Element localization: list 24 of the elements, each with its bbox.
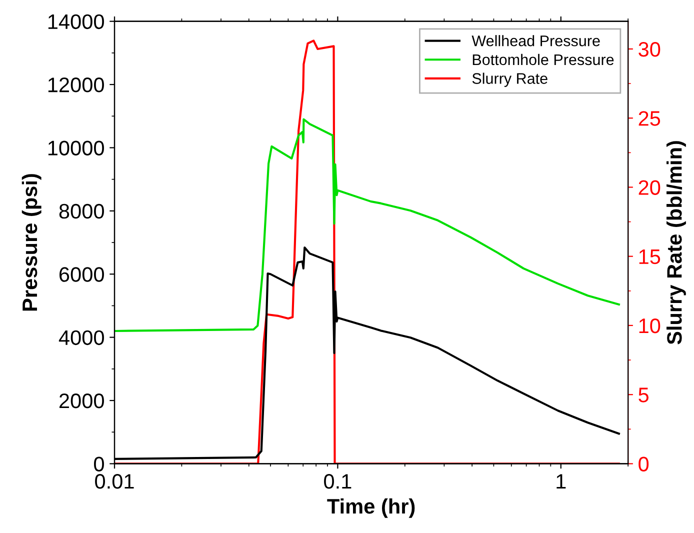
x-tick-label: 0.01 [95, 474, 134, 489]
y2-tick-label: 25 [638, 111, 660, 126]
legend-label: Wellhead Pressure [472, 35, 600, 46]
x-tick-label: 0.1 [324, 474, 352, 489]
y2-tick-label: 0 [638, 456, 649, 472]
y2-axis-title: Slurry Rate (bbl/min) [666, 141, 686, 344]
legend-label: Bottomhole Pressure [472, 54, 614, 66]
y-tick-label: 8000 [59, 204, 104, 219]
y-tick-label: 0 [94, 456, 104, 472]
y-tick-label: 6000 [60, 267, 104, 282]
y-tick-label: 10000 [48, 140, 104, 156]
y-tick-label: 14000 [48, 14, 104, 30]
y-tick-label: 4000 [58, 330, 104, 346]
x-axis-title: Time (hr) [327, 498, 415, 518]
y2-tick-label: 10 [639, 318, 660, 334]
y2-tick-label: 15 [639, 250, 660, 264]
y-axis-title: Pressure (psi) [22, 174, 42, 311]
x-tick-label: 1 [556, 474, 566, 489]
legend-label: Slurry Rate [472, 72, 548, 87]
y-tick-label: 2000 [59, 394, 104, 408]
y2-tick-label: 20 [638, 180, 660, 195]
y-tick-label: 12000 [48, 78, 104, 92]
y2-tick-label: 5 [638, 388, 649, 402]
y2-tick-label: 30 [638, 42, 660, 57]
